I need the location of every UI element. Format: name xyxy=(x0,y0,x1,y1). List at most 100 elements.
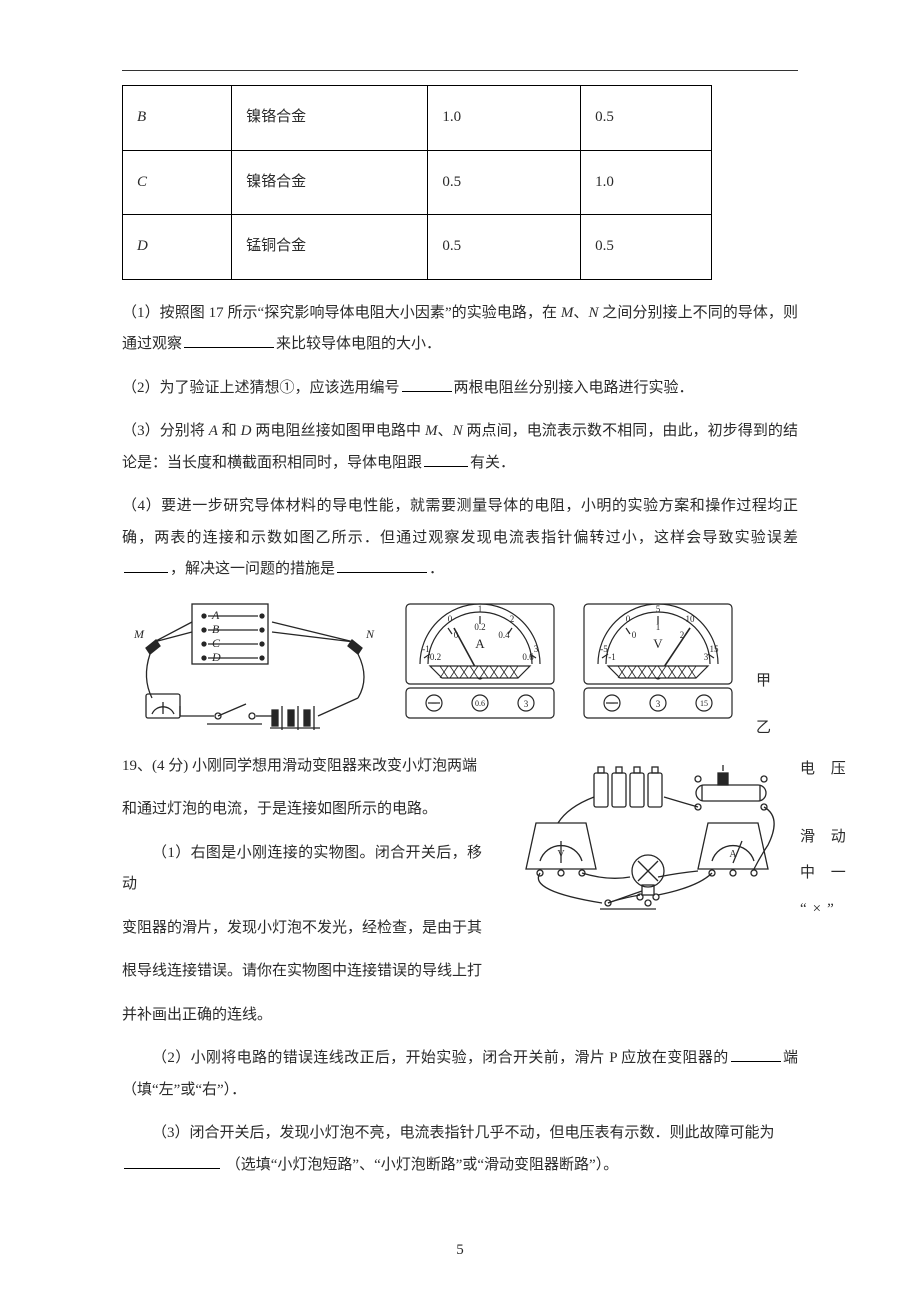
paragraph-q2: （2）为了验证上述猜想①，应该选用编号两根电阻丝分别接入电路进行实验． xyxy=(122,373,798,405)
rc-dianya: 电 压 xyxy=(800,751,840,787)
amm-tick2: 0.4 xyxy=(498,630,510,640)
label-yi: 乙 xyxy=(756,713,773,745)
amm-term: 0.6 xyxy=(475,699,485,708)
amm-term: 3 xyxy=(524,699,529,709)
q19-sub1-b: 变阻器的滑片，发现小灯泡不发光，经检查，是由于其 xyxy=(122,913,798,945)
rc-zhongyi: 中 一 xyxy=(800,855,840,891)
question-19: 电 压 滑 动 中 一 “×” xyxy=(122,751,798,1194)
text: （1）右图是小刚连接的实物图。闭合开关后，移动 xyxy=(122,845,482,893)
text: 来比较导体电阻的大小． xyxy=(276,336,441,352)
rc-huadong: 滑 动 xyxy=(800,819,840,855)
text: ． xyxy=(429,561,444,577)
label-A: A xyxy=(211,608,220,622)
text: 和 xyxy=(218,423,241,439)
italic-N: N xyxy=(588,305,598,321)
text: 有关． xyxy=(470,455,515,471)
row-label: D xyxy=(123,215,232,280)
amm-tick: 3 xyxy=(534,644,539,654)
vm-tick2: 1 xyxy=(656,622,661,632)
text: 19、(4 分) 小刚同学想用滑动变阻器来改变小灯泡两端 xyxy=(122,758,477,774)
italic-M: M xyxy=(561,305,574,321)
fill-blank[interactable] xyxy=(424,452,468,467)
vm-tick2: 0 xyxy=(632,630,637,640)
q19-sub2: （2）小刚将电路的错误连线改正后，开始实验，闭合开关前，滑片 P 应放在变阻器的… xyxy=(122,1043,798,1106)
paragraph-q4: （4）要进一步研究导体材料的导电性能，就需要测量导体的电阻，小明的实验方案和操作… xyxy=(122,491,798,586)
q19-circuit-svg: V A xyxy=(498,757,798,917)
text: （3）分别将 xyxy=(122,423,209,439)
text: （选填“小灯泡短路”、“小灯泡断路”或“滑动变阻器断路”）。 xyxy=(226,1157,618,1173)
vm-tick: 5 xyxy=(656,604,661,614)
row-col3: 1.0 xyxy=(428,86,581,151)
fill-blank[interactable] xyxy=(124,1154,220,1169)
label-D: D xyxy=(211,650,221,664)
label-jia: 甲 xyxy=(756,666,773,698)
page-number: 5 xyxy=(0,1235,920,1267)
row-label: B xyxy=(123,86,232,151)
fill-blank[interactable] xyxy=(402,377,452,392)
vm-tick2: 2 xyxy=(680,630,685,640)
label-B: B xyxy=(212,622,220,636)
q19-sub1-d: 并补画出正确的连线。 xyxy=(122,1000,798,1032)
fill-blank[interactable] xyxy=(124,558,168,573)
text: ，解决这一问题的措施是 xyxy=(170,561,335,577)
text: 变阻器的滑片，发现小灯泡不发光，经检查，是由于其 xyxy=(122,920,482,936)
paragraph-q1: （1）按照图 17 所示“探究影响导体电阻大小因素”的实验电路，在 M、N 之间… xyxy=(122,298,798,361)
table-row: B 镍铬合金 1.0 0.5 xyxy=(123,86,712,151)
amm-tick2: -0.2 xyxy=(427,652,441,662)
table-row: C 镍铬合金 0.5 1.0 xyxy=(123,150,712,215)
amm-tick2: 0.2 xyxy=(474,622,485,632)
italic-N: N xyxy=(453,423,463,439)
amm-tick2: 0.6 xyxy=(522,652,534,662)
row-col4: 1.0 xyxy=(581,150,712,215)
text: （1）按照图 17 所示“探究影响导体电阻大小因素”的实验电路，在 xyxy=(122,305,561,321)
circuit-svg: M N A B C D xyxy=(122,598,382,738)
amm-tick: 0 xyxy=(448,614,453,624)
right-margin-characters: 电 压 滑 动 中 一 “×” xyxy=(800,751,840,927)
text: 和通过灯泡的电流，于是连接如图所示的电路。 xyxy=(122,801,437,817)
vm-tick: -5 xyxy=(600,644,608,654)
vm-tick2: -1 xyxy=(608,652,616,662)
fill-blank[interactable] xyxy=(337,558,427,573)
row-material: 镍铬合金 xyxy=(232,86,428,151)
materials-table: B 镍铬合金 1.0 0.5 C 镍铬合金 0.5 1.0 D 锰铜合金 0.5… xyxy=(122,85,712,280)
figure-circuit-jia: M N A B C D xyxy=(122,598,382,738)
figure-q19-circuit: V A xyxy=(498,757,798,917)
text: （3）闭合开关后，发现小灯泡不亮，电流表指针几乎不动，但电压表有示数．则此故障可… xyxy=(152,1125,775,1141)
vm-tick2: 3 xyxy=(704,652,709,662)
label-N: N xyxy=(365,627,375,641)
label-M: M xyxy=(133,627,145,641)
q19-sub1-c: 根导线连接错误。请你在实物图中连接错误的导线上打 xyxy=(122,956,798,988)
fill-blank[interactable] xyxy=(731,1047,781,1062)
row-col4: 0.5 xyxy=(581,215,712,280)
row-material: 锰铜合金 xyxy=(232,215,428,280)
table-row: D 锰铜合金 0.5 0.5 xyxy=(123,215,712,280)
amm-unit: A xyxy=(475,636,485,651)
row-label: C xyxy=(123,150,232,215)
svg-text:V: V xyxy=(557,849,565,860)
figure-ammeter: -1 0 1 2 3 -0.2 0 0.2 0.4 0.6 A − 0.6 3 xyxy=(400,598,560,728)
rc-cha: “×” xyxy=(800,891,840,927)
italic-M: M xyxy=(425,423,438,439)
figure-row: M N A B C D xyxy=(122,598,798,745)
amm-tick: 1 xyxy=(478,604,483,614)
text: 根导线连接错误。请你在实物图中连接错误的导线上打 xyxy=(122,963,482,979)
text: 、 xyxy=(437,423,452,439)
q19-sub3: （3）闭合开关后，发现小灯泡不亮，电流表指针几乎不动，但电压表有示数．则此故障可… xyxy=(122,1118,798,1181)
text: 两电阻丝接如图甲电路中 xyxy=(252,423,425,439)
text: （4）要进一步研究导体材料的导电性能，就需要测量导体的电阻，小明的实验方案和操作… xyxy=(122,498,798,546)
row-col4: 0.5 xyxy=(581,86,712,151)
amm-tick: 2 xyxy=(510,614,515,624)
text: 、 xyxy=(573,305,588,321)
row-material: 镍铬合金 xyxy=(232,150,428,215)
italic-D: D xyxy=(241,423,252,439)
svg-text:A: A xyxy=(729,849,737,860)
fill-blank[interactable] xyxy=(184,333,274,348)
amm-term: − xyxy=(431,698,437,710)
vm-term: 3 xyxy=(656,699,661,709)
text: （2）为了验证上述猜想①，应该选用编号 xyxy=(122,380,400,396)
top-horizontal-rule xyxy=(122,70,798,71)
vm-tick: 15 xyxy=(710,644,720,654)
amm-tick2: 0 xyxy=(454,630,459,640)
figure-side-labels: 甲 乙 xyxy=(756,598,773,745)
text: 并补画出正确的连线。 xyxy=(122,1007,272,1023)
